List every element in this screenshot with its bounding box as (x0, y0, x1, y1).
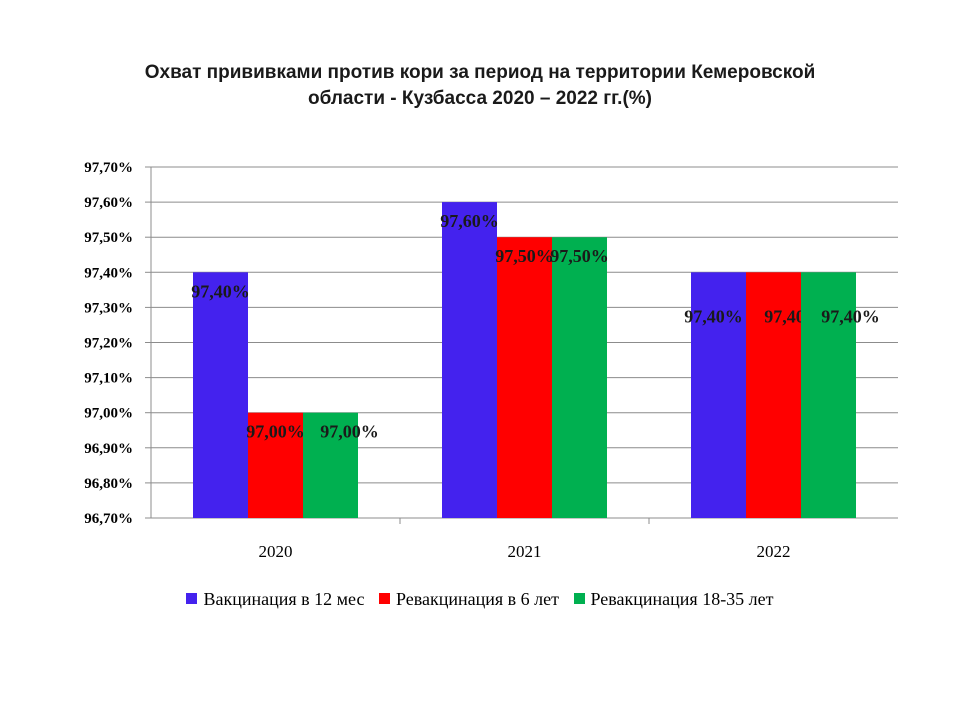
bar (801, 272, 856, 518)
chart-legend: Вакцинация в 12 мес Ревакцинация в 6 лет… (0, 589, 960, 610)
x-category-label: 2021 (508, 542, 542, 561)
y-tick-label: 96,80% (84, 476, 133, 492)
bar (248, 412, 303, 518)
chart-title-line-1: Охват прививками против кори за период н… (144, 62, 816, 83)
y-tick-label: 97,10% (84, 371, 133, 387)
bar (442, 202, 497, 518)
y-tick-label: 97,60% (84, 195, 133, 211)
y-tick-label: 96,90% (84, 441, 133, 457)
bar (193, 272, 248, 518)
y-tick-label: 97,30% (84, 300, 133, 316)
data-label: 97,50% (550, 246, 609, 266)
bar (497, 237, 552, 518)
x-category-label: 2022 (757, 542, 791, 561)
y-tick-label: 97,00% (84, 406, 133, 422)
data-label: 97,00% (320, 422, 379, 442)
y-tick-label: 97,40% (84, 265, 133, 281)
bar (746, 272, 801, 518)
bar (303, 412, 358, 518)
legend-item-revaccination-18-35: Ревакцинация 18-35 лет (573, 589, 774, 610)
y-tick-label: 96,70% (84, 511, 133, 527)
bar (552, 237, 607, 518)
x-category-label: 2020 (259, 542, 293, 561)
legend-item-vaccination-12m: Вакцинация в 12 мес (186, 589, 364, 610)
y-tick-label: 97,70% (84, 160, 133, 176)
legend-swatch-revaccination-6y (378, 593, 390, 604)
legend-label-revaccination-18-35: Ревакцинация 18-35 лет (590, 589, 774, 609)
legend-item-revaccination-6y: Ревакцинация в 6 лет (378, 589, 559, 610)
data-label: 97,00% (246, 422, 305, 442)
y-tick-label: 97,20% (84, 336, 133, 352)
data-label: 97,40% (684, 306, 743, 326)
chart-title: Охват прививками против кори за период н… (0, 60, 960, 112)
legend-swatch-revaccination-18-35 (573, 593, 585, 604)
data-label: 97,40% (191, 281, 250, 301)
data-label: 97,40% (821, 306, 880, 326)
legend-label-revaccination-6y: Ревакцинация в 6 лет (395, 589, 559, 609)
legend-label-vaccination-12m: Вакцинация в 12 мес (203, 589, 365, 609)
chart-title-line-2: области - Кузбасса 2020 – 2022 гг.(%) (307, 88, 653, 109)
legend-swatch-vaccination-12m (186, 593, 198, 604)
y-tick-label: 97,50% (84, 230, 133, 246)
bar (691, 272, 746, 518)
data-label: 97,60% (440, 211, 499, 231)
data-label: 97,50% (495, 246, 554, 266)
